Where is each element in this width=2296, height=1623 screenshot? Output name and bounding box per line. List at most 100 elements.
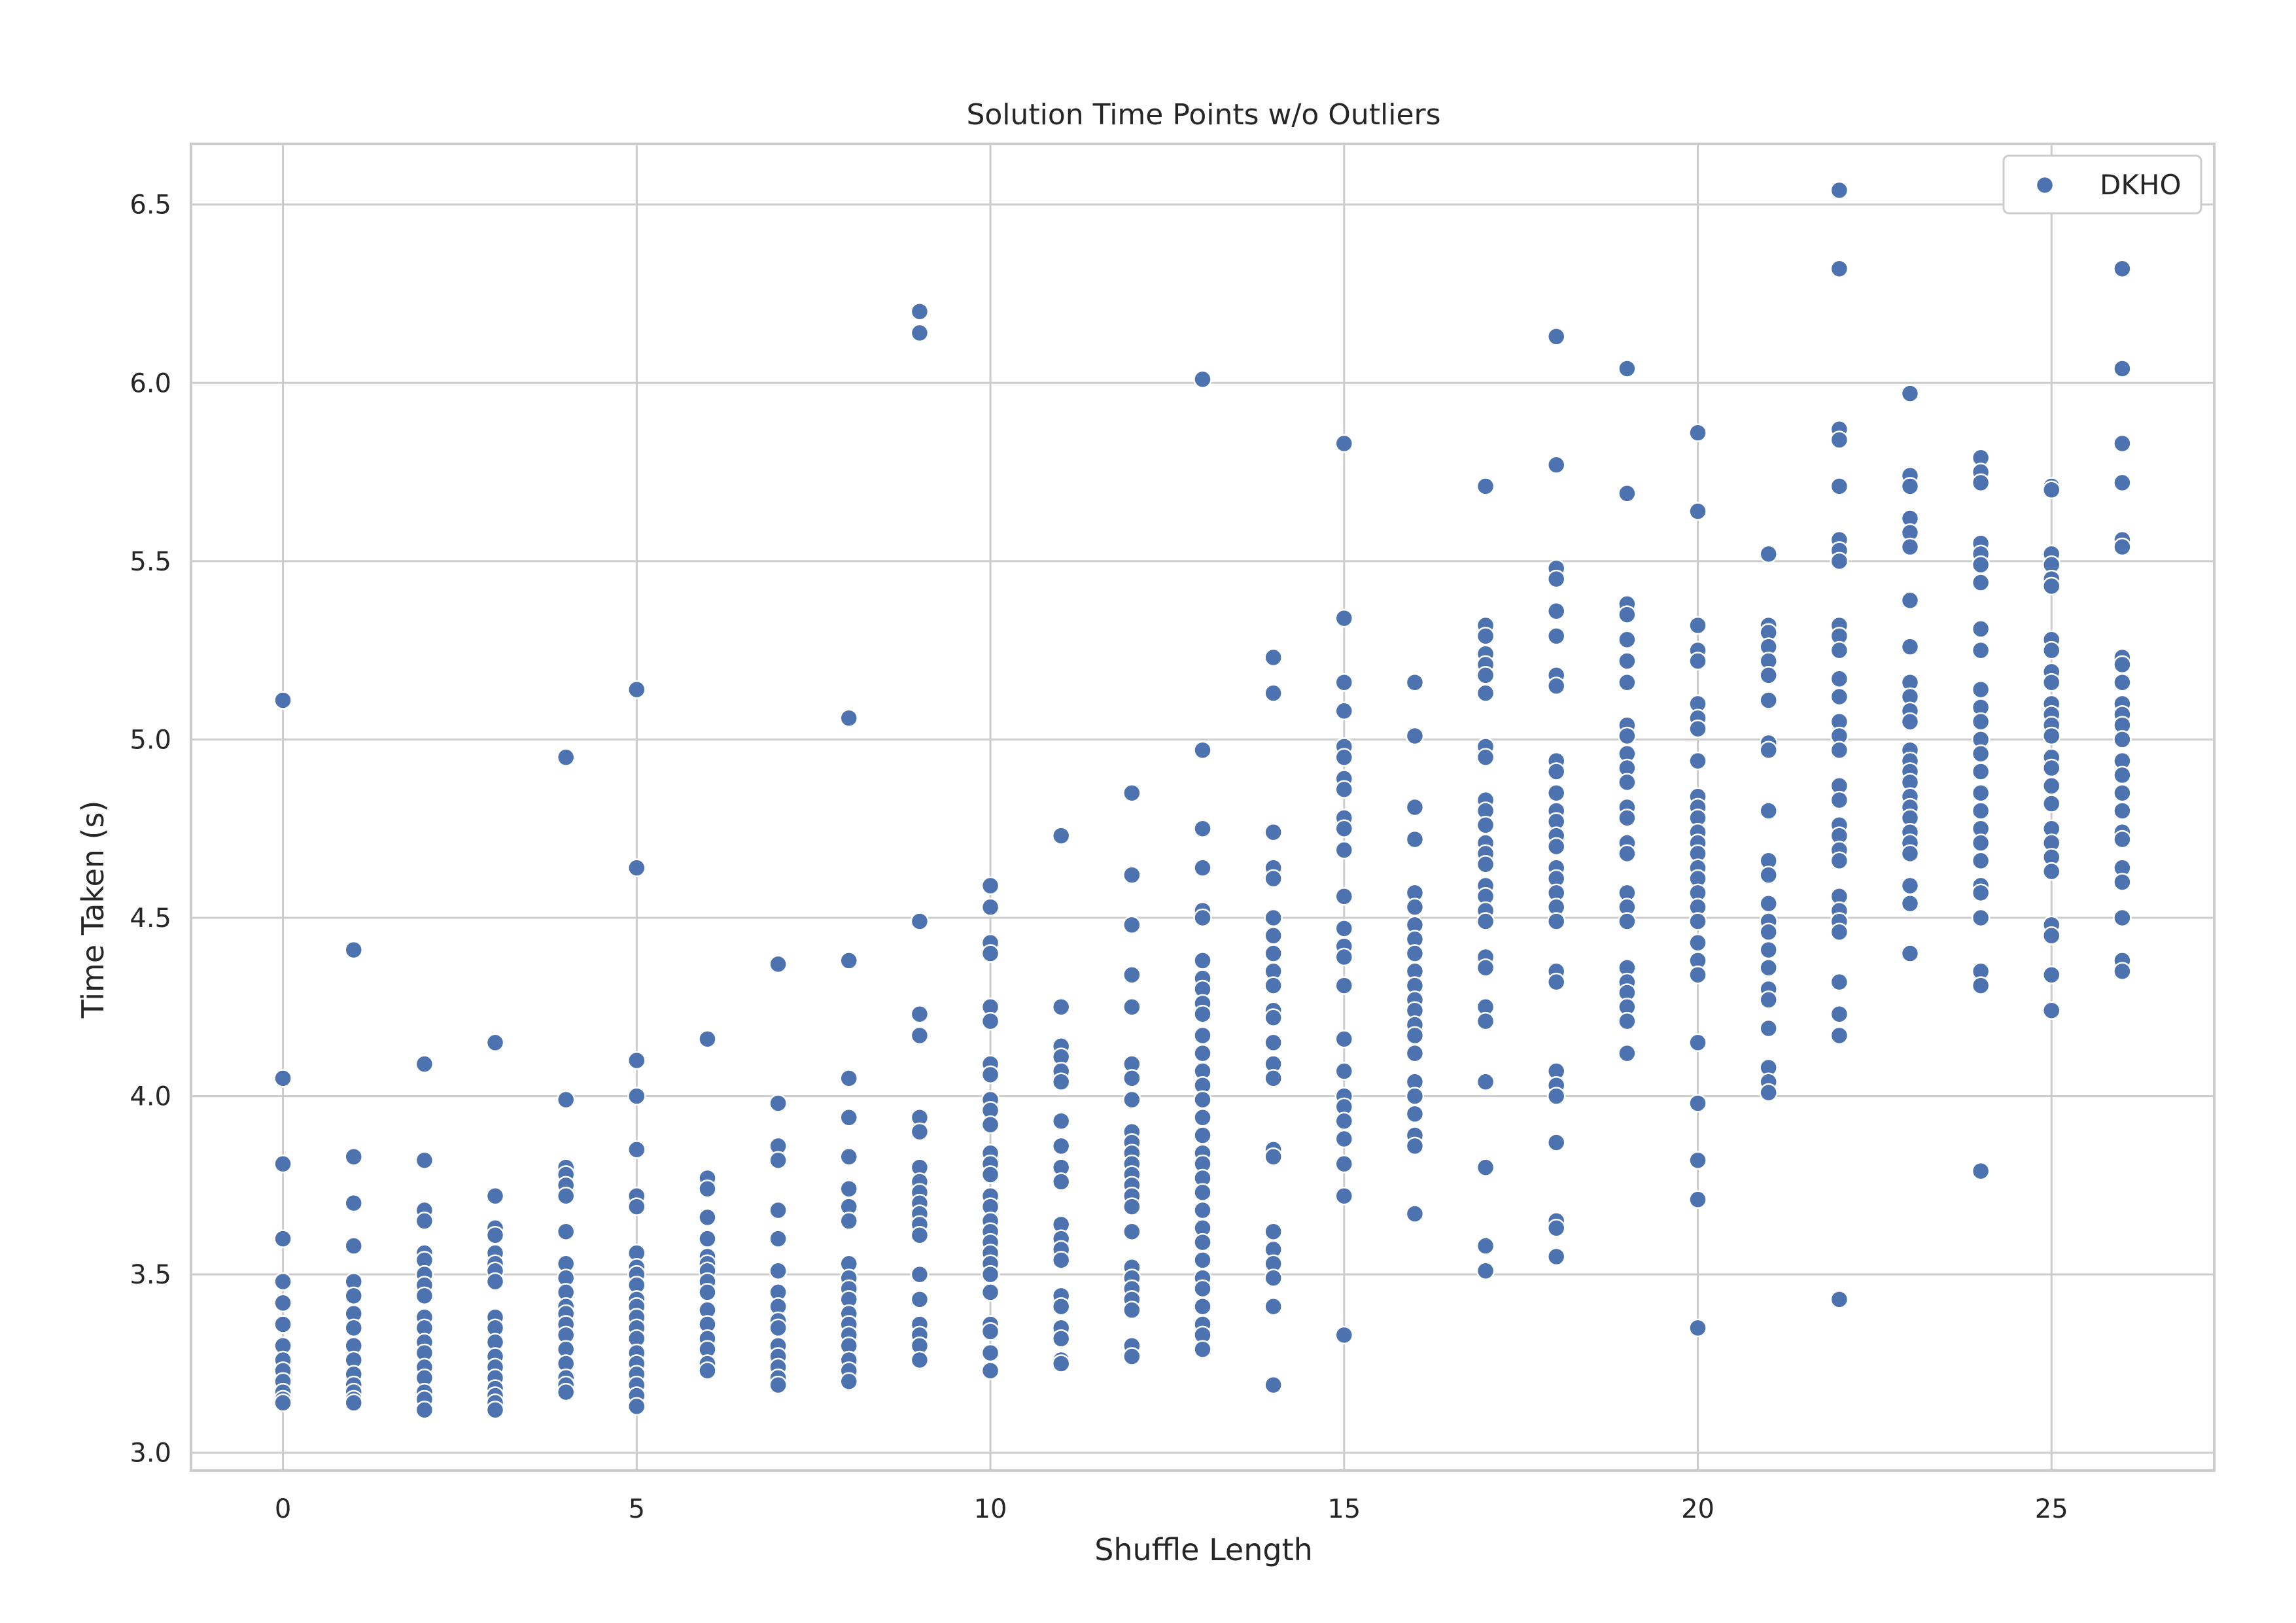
data-point — [1618, 809, 1637, 828]
data-point — [2042, 1001, 2061, 1020]
data-point — [1264, 684, 1283, 703]
data-point — [1759, 990, 1778, 1009]
data-point — [1900, 591, 1920, 610]
data-point — [1122, 1300, 1141, 1319]
data-point — [415, 1151, 434, 1170]
data-point — [1405, 672, 1425, 692]
data-point — [910, 1290, 930, 1309]
data-point — [1688, 502, 1707, 521]
data-point — [1618, 359, 1637, 378]
data-point — [981, 898, 1000, 916]
data-point — [2113, 434, 2132, 453]
data-point — [1334, 608, 1354, 628]
data-point — [1476, 854, 1495, 874]
data-point — [1405, 1136, 1425, 1156]
data-point — [1334, 841, 1354, 860]
data-point — [627, 1140, 646, 1159]
x-tick-label: 5 — [629, 1494, 645, 1524]
data-point — [2042, 480, 2061, 500]
data-point — [2113, 829, 2132, 849]
data-point — [910, 1265, 930, 1284]
data-point — [1971, 801, 1991, 820]
data-point — [839, 1372, 859, 1391]
data-point — [1618, 605, 1637, 624]
data-point — [2042, 672, 2061, 692]
data-point — [1334, 701, 1354, 721]
data-point — [1051, 1354, 1071, 1373]
data-point — [1264, 1375, 1283, 1395]
data-point — [1051, 1111, 1071, 1130]
data-point — [1759, 865, 1778, 884]
data-point — [981, 1011, 1000, 1031]
legend-marker — [2035, 175, 2055, 195]
data-point — [769, 1229, 788, 1248]
y-tick-label: 6.0 — [130, 368, 171, 398]
data-point — [2042, 926, 2061, 945]
data-point — [981, 1065, 1000, 1085]
data-point — [1264, 1268, 1283, 1287]
data-point — [273, 1154, 292, 1174]
data-point — [2113, 655, 2132, 674]
data-point — [1122, 1090, 1141, 1109]
data-point — [1546, 601, 1566, 621]
data-point — [910, 1004, 930, 1024]
data-point — [839, 1179, 859, 1198]
x-tick-labels: 0 5 10 15 20 25 — [275, 1494, 2068, 1524]
data-point — [839, 708, 859, 727]
data-point — [1546, 569, 1566, 589]
data-point — [1971, 883, 1991, 903]
data-point — [1688, 1151, 1707, 1170]
data-point — [1476, 1236, 1495, 1255]
data-point — [627, 1397, 646, 1416]
data-point — [1830, 259, 1849, 279]
data-point — [344, 940, 363, 960]
data-point — [627, 1051, 646, 1070]
data-point — [1264, 822, 1283, 842]
data-point — [1971, 573, 1991, 592]
data-point — [1688, 751, 1707, 771]
data-point — [1759, 940, 1778, 960]
data-point — [1334, 1129, 1354, 1149]
data-point — [1546, 1133, 1566, 1152]
data-point — [1264, 1008, 1283, 1027]
data-point — [1830, 741, 1849, 760]
data-point — [769, 1151, 788, 1170]
data-point — [1688, 616, 1707, 635]
data-point — [1193, 951, 1212, 970]
data-point — [344, 1193, 363, 1213]
data-point — [1264, 976, 1283, 995]
data-point — [1193, 1232, 1212, 1252]
data-point — [273, 1229, 292, 1248]
data-point — [910, 323, 930, 343]
data-point — [1900, 637, 1920, 656]
data-point — [1830, 430, 1849, 449]
data-point — [1759, 691, 1778, 710]
data-point — [1122, 965, 1141, 985]
data-point — [1264, 1222, 1283, 1241]
data-point — [344, 1286, 363, 1306]
data-point — [1264, 869, 1283, 888]
data-point — [1193, 1297, 1212, 1316]
data-point — [1900, 712, 1920, 731]
data-point — [1405, 1026, 1425, 1045]
data-point — [485, 1225, 505, 1245]
data-point — [1193, 819, 1212, 838]
data-point — [1618, 726, 1637, 746]
data-point — [1971, 1161, 1991, 1181]
data-point — [2113, 473, 2132, 493]
data-point — [1971, 783, 1991, 803]
data-point — [1546, 762, 1566, 781]
y-tick-label: 4.0 — [130, 1082, 171, 1112]
data-point — [1900, 537, 1920, 557]
data-point — [1264, 1033, 1283, 1053]
data-point — [1051, 1136, 1071, 1156]
data-point — [1688, 652, 1707, 671]
data-point — [1405, 797, 1425, 817]
data-point — [1830, 640, 1849, 660]
data-point — [1830, 1026, 1849, 1045]
plot-frame — [190, 143, 2216, 1472]
data-point — [769, 1200, 788, 1220]
data-point — [1759, 1019, 1778, 1038]
data-point — [769, 1094, 788, 1113]
data-point — [698, 1229, 717, 1248]
